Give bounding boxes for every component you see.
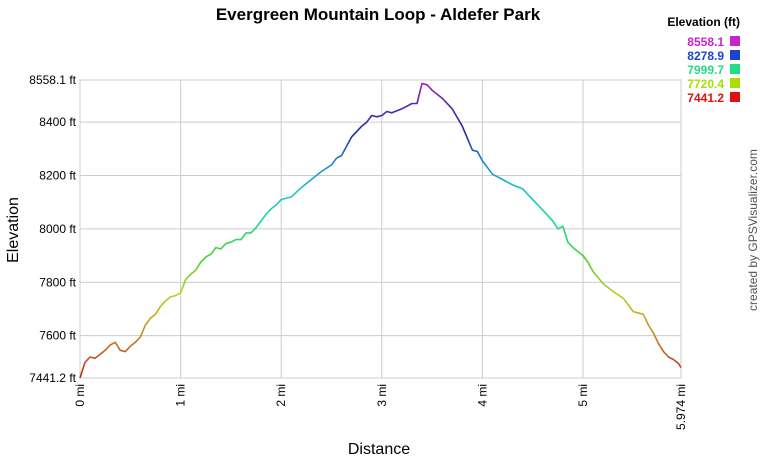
legend-entry-label: 8278.9: [687, 49, 724, 63]
elevation-line: [79, 82, 682, 379]
credit-text: created by GPSVisualizer.com: [746, 149, 760, 311]
y-tick-label: 7441.2 ft: [29, 371, 76, 385]
chart-title: Evergreen Mountain Loop - Aldefer Park: [216, 5, 541, 24]
legend: Elevation (ft) 8558.18278.97999.77720.47…: [667, 15, 740, 105]
y-axis-ticks: 7441.2 ft 7600 ft 7800 ft 8000 ft 8200 ft 840…: [29, 73, 76, 385]
legend-color-swatch: [730, 78, 740, 88]
y-tick-label: 8400 ft: [39, 115, 76, 129]
y-axis-title: Elevation: [5, 197, 22, 263]
y-tick-label: 7800 ft: [39, 275, 76, 289]
x-axis-title: Distance: [348, 441, 410, 458]
x-tick-label: 5.974 mi: [674, 384, 688, 430]
legend-color-swatch: [730, 50, 740, 60]
legend-entry-label: 7999.7: [687, 63, 724, 77]
legend-title: Elevation (ft): [667, 15, 740, 29]
x-tick-label: 1 mi: [174, 384, 188, 407]
legend-entry-label: 7720.4: [687, 77, 724, 91]
legend-color-swatch: [730, 92, 740, 102]
y-tick-label: 7600 ft: [39, 329, 76, 343]
x-tick-label: 2 mi: [274, 384, 288, 407]
x-tick-label: 0 mi: [73, 384, 87, 407]
y-tick-label: 8000 ft: [39, 222, 76, 236]
legend-entry-label: 8558.1: [687, 35, 724, 49]
y-tick-label: 8200 ft: [39, 169, 76, 183]
y-tick-label: 8558.1 ft: [29, 73, 76, 87]
x-tick-label: 4 mi: [475, 384, 489, 407]
legend-entry-label: 7441.2: [687, 91, 724, 105]
legend-color-swatch: [730, 64, 740, 74]
legend-color-swatch: [730, 36, 740, 46]
x-tick-label: 3 mi: [375, 384, 389, 407]
x-axis-ticks: 0 mi 1 mi 2 mi 3 mi 4 mi 5 mi 5.974 mi: [73, 384, 688, 430]
x-tick-label: 5 mi: [576, 384, 590, 407]
grid-lines: [79, 79, 682, 379]
